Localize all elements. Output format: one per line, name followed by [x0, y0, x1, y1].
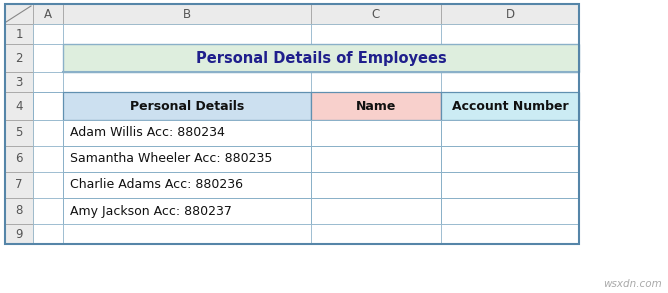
Text: Personal Details: Personal Details: [130, 100, 244, 113]
Text: 2: 2: [15, 52, 23, 64]
Bar: [311, 198, 441, 224]
Text: D: D: [506, 8, 514, 21]
Text: 8: 8: [15, 205, 23, 217]
Bar: [5, 4, 579, 244]
Bar: [5, 146, 33, 172]
Bar: [33, 172, 63, 198]
Text: Account Number: Account Number: [452, 100, 568, 113]
Bar: [63, 72, 311, 92]
Bar: [5, 4, 33, 24]
Bar: [441, 146, 579, 172]
Bar: [63, 198, 311, 224]
Bar: [311, 4, 441, 24]
Bar: [441, 224, 579, 244]
Bar: [33, 72, 63, 92]
Bar: [5, 44, 33, 72]
Text: C: C: [372, 8, 380, 21]
Text: 1: 1: [15, 28, 23, 40]
Bar: [63, 224, 311, 244]
Text: 6: 6: [15, 152, 23, 166]
Bar: [33, 44, 63, 72]
Bar: [63, 146, 311, 172]
Bar: [441, 198, 579, 224]
Bar: [311, 120, 441, 146]
Bar: [441, 92, 579, 120]
Bar: [5, 224, 33, 244]
Bar: [33, 24, 63, 44]
Bar: [5, 24, 33, 44]
Bar: [5, 198, 33, 224]
Bar: [441, 120, 579, 146]
Text: Personal Details of Employees: Personal Details of Employees: [196, 50, 446, 66]
Bar: [311, 24, 441, 44]
Text: Charlie Adams Acc: 880236: Charlie Adams Acc: 880236: [70, 178, 243, 192]
Bar: [63, 172, 311, 198]
Bar: [33, 198, 63, 224]
Bar: [33, 4, 63, 24]
Text: 4: 4: [15, 100, 23, 113]
Bar: [441, 72, 579, 92]
Bar: [311, 224, 441, 244]
Bar: [441, 4, 579, 24]
Bar: [5, 120, 33, 146]
Text: Name: Name: [356, 100, 396, 113]
Bar: [63, 4, 311, 24]
Bar: [311, 172, 441, 198]
Text: 7: 7: [15, 178, 23, 192]
Text: B: B: [183, 8, 191, 21]
Bar: [33, 120, 63, 146]
Text: A: A: [44, 8, 52, 21]
Text: Adam Willis Acc: 880234: Adam Willis Acc: 880234: [70, 127, 225, 139]
Bar: [5, 92, 33, 120]
Bar: [63, 24, 311, 44]
Bar: [441, 24, 579, 44]
Bar: [33, 224, 63, 244]
Text: Samantha Wheeler Acc: 880235: Samantha Wheeler Acc: 880235: [70, 152, 273, 166]
Bar: [311, 146, 441, 172]
Bar: [5, 72, 33, 92]
Bar: [311, 92, 441, 120]
Bar: [63, 120, 311, 146]
Bar: [63, 92, 311, 120]
Bar: [441, 172, 579, 198]
Bar: [33, 146, 63, 172]
Text: 5: 5: [15, 127, 23, 139]
Text: wsxdn.com: wsxdn.com: [603, 279, 662, 289]
Text: Amy Jackson Acc: 880237: Amy Jackson Acc: 880237: [70, 205, 232, 217]
Bar: [5, 172, 33, 198]
Bar: [63, 44, 579, 72]
Text: 9: 9: [15, 227, 23, 241]
Text: 3: 3: [15, 76, 23, 88]
Bar: [33, 92, 63, 120]
Bar: [311, 72, 441, 92]
